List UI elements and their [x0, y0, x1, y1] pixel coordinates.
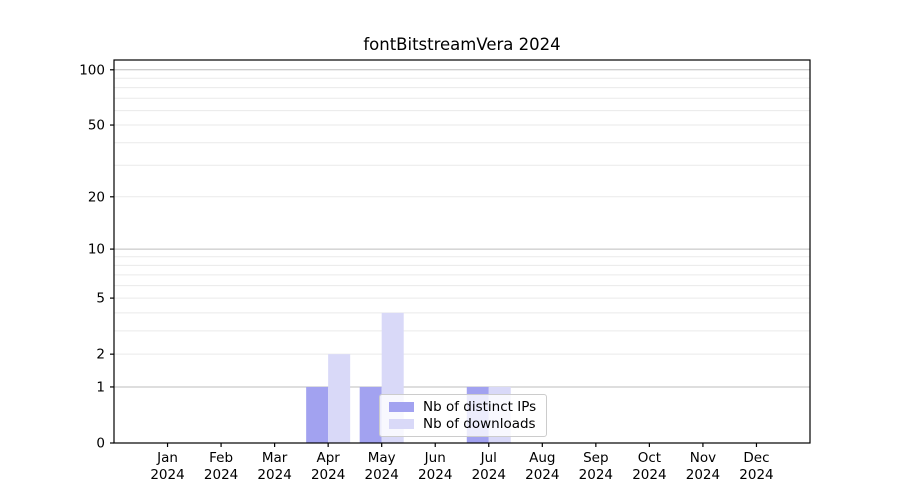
y-tick-label: 5	[96, 291, 105, 307]
legend-swatch-downloads	[389, 419, 414, 430]
x-tick-label-year: 2024	[311, 467, 345, 483]
y-tick-label: 20	[88, 189, 105, 205]
x-tick-label-year: 2024	[365, 467, 399, 483]
x-tick-label-year: 2024	[472, 467, 506, 483]
y-tick-label: 100	[79, 62, 105, 78]
x-tick-label-month: Jan	[156, 450, 178, 466]
legend-label: Nb of distinct IPs	[423, 398, 537, 415]
x-tick-label-month: Dec	[743, 450, 769, 466]
legend-item: Nb of downloads	[389, 416, 537, 434]
x-tick-label-month: May	[368, 450, 396, 466]
y-tick-label: 1	[96, 379, 105, 395]
legend-swatch-distinct-ips	[389, 401, 414, 412]
x-tick-label-year: 2024	[579, 467, 613, 483]
x-tick-label-year: 2024	[204, 467, 238, 483]
x-tick-label-year: 2024	[150, 467, 184, 483]
x-tick-label-month: Sep	[583, 450, 608, 466]
x-tick-label-year: 2024	[686, 467, 720, 483]
legend-label: Nb of downloads	[423, 416, 536, 433]
y-tick-label: 50	[88, 118, 105, 134]
x-tick-label-year: 2024	[525, 467, 559, 483]
legend: Nb of distinct IPs Nb of downloads	[379, 394, 547, 437]
x-tick-label-month: Feb	[209, 450, 233, 466]
x-tick-label-year: 2024	[739, 467, 773, 483]
x-tick-label-month: Aug	[529, 450, 555, 466]
y-tick-label: 0	[96, 436, 105, 452]
y-tick-label: 10	[88, 242, 105, 258]
y-tick-label: 2	[96, 347, 105, 363]
x-tick-label-year: 2024	[632, 467, 666, 483]
x-tick-label-month: Mar	[262, 450, 288, 466]
bar-downloads	[328, 354, 351, 443]
x-tick-label-month: Jul	[480, 450, 497, 466]
legend-item: Nb of distinct IPs	[389, 398, 537, 416]
plot-spines	[113, 59, 811, 444]
x-tick-label-year: 2024	[418, 467, 452, 483]
bar-distinct-ips	[306, 386, 329, 443]
x-tick-label-year: 2024	[257, 467, 291, 483]
bar-distinct-ips	[359, 386, 382, 443]
x-tick-label-month: Apr	[316, 450, 340, 466]
x-tick-label-month: Jun	[424, 450, 446, 466]
x-tick-label-month: Oct	[638, 450, 661, 466]
chart-title: fontBitstreamVera 2024	[363, 35, 561, 54]
x-tick-label-month: Nov	[690, 450, 716, 466]
